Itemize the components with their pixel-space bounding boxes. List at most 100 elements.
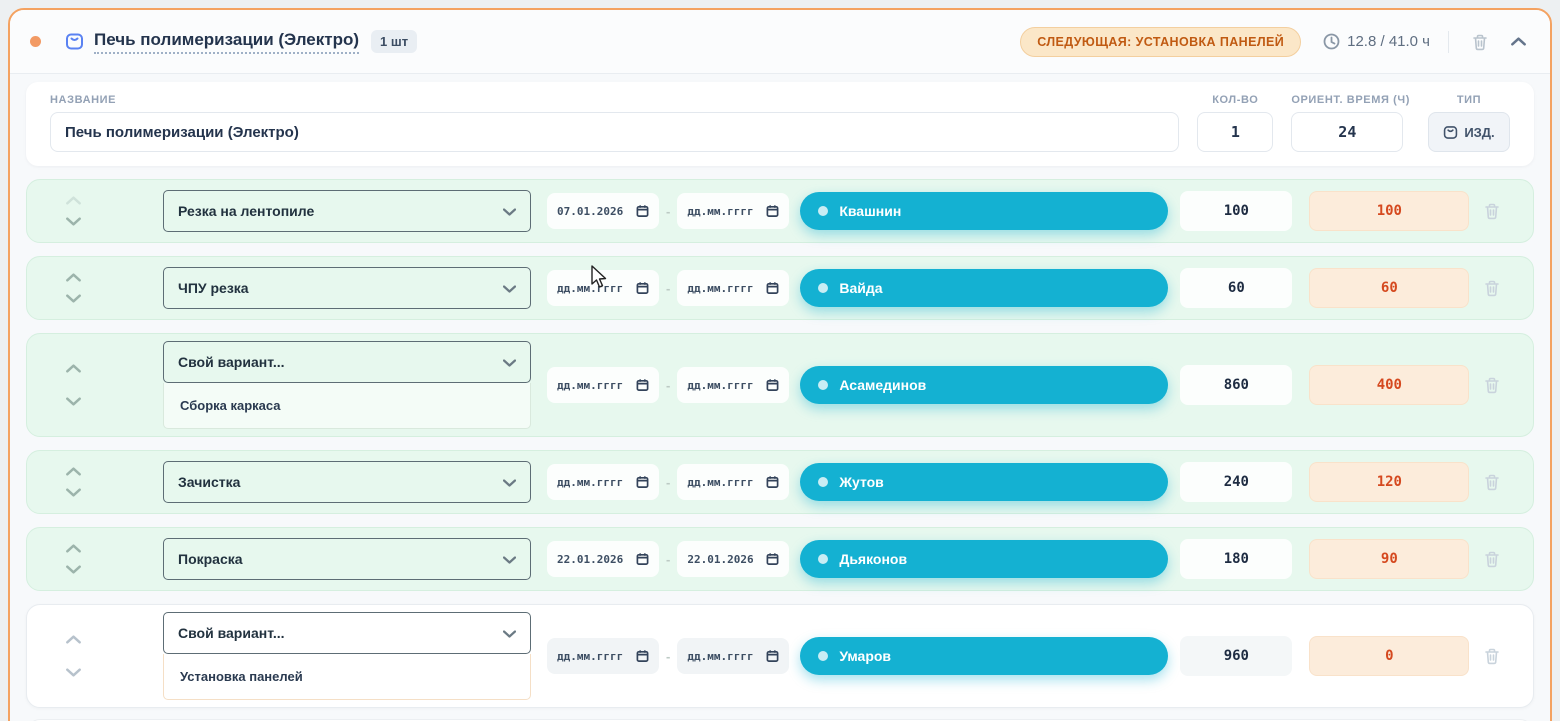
custom-operation-input[interactable]: Установка панелей [163,654,531,700]
name-label: НАЗВАНИЕ [50,94,117,106]
date-from-input[interactable]: дд.мм.гггг [547,367,659,403]
calendar-icon[interactable] [766,204,779,218]
time-value: 12.8 / 41.0 ч [1347,33,1430,50]
operation-row: Свой вариант... Сборка каркаса дд.мм.ггг… [26,333,1534,437]
worker-name: Квашнин [839,203,902,219]
date-to-input[interactable]: дд.мм.гггг [677,367,790,403]
calendar-icon[interactable] [636,281,649,295]
calendar-icon[interactable] [766,281,779,295]
chevron-down-icon [502,354,517,370]
calendar-icon[interactable] [766,378,779,392]
name-input[interactable] [50,112,1180,152]
quantity-badge: 1 шт [371,30,418,53]
delete-operation-button[interactable] [1479,275,1505,301]
operation-select[interactable]: Резка на лентопиле [163,190,531,232]
move-down-button[interactable] [65,565,81,574]
move-up-button[interactable] [65,635,81,644]
estimated-time-label: ОРИЕНТ. ВРЕМЯ (Ч) [1291,94,1410,106]
operation-qty-input[interactable]: 100 [1180,191,1293,231]
delete-operation-button[interactable] [1479,546,1505,572]
calendar-icon[interactable] [636,649,649,663]
item-title[interactable]: Печь полимеризации (Электро) [94,30,360,54]
move-down-button[interactable] [65,397,81,406]
operation-qty-input[interactable]: 860 [1180,365,1293,405]
date-from-input[interactable]: 07.01.2026 [547,193,659,229]
calendar-icon[interactable] [766,649,779,663]
date-range: дд.мм.гггг - дд.мм.гггг [547,270,790,306]
worker-select[interactable]: Дьяконов [800,540,1169,578]
operation-column: Свой вариант... Сборка каркаса [163,341,531,429]
move-down-button[interactable] [65,668,81,677]
type-button[interactable]: ИЗД. [1428,112,1510,152]
date-from-input[interactable]: дд.мм.гггг [547,464,659,500]
operation-select[interactable]: Покраска [163,538,531,580]
reorder-controls [53,635,93,677]
date-to-input[interactable]: дд.мм.гггг [677,638,790,674]
delete-operation-button[interactable] [1479,469,1505,495]
operation-column: Свой вариант... Установка панелей [163,612,531,700]
operation-plan-input[interactable]: 60 [1309,268,1470,308]
status-dot-icon [30,36,41,47]
product-icon [65,32,84,51]
worker-select[interactable]: Вайда [800,269,1169,307]
estimated-time-input[interactable] [1291,112,1404,152]
operation-select[interactable]: Свой вариант... [163,612,531,654]
qty-input[interactable] [1197,112,1274,152]
date-to-input[interactable]: дд.мм.гггг [677,464,790,500]
operation-qty-input[interactable]: 60 [1180,268,1293,308]
worker-status-dot-icon [818,283,829,293]
reorder-controls [53,544,93,574]
custom-operation-input[interactable]: Сборка каркаса [163,383,531,429]
operation-select[interactable]: ЧПУ резка [163,267,531,309]
calendar-icon[interactable] [636,475,649,489]
worker-select[interactable]: Жутов [800,463,1169,501]
date-to-input[interactable]: дд.мм.гггг [677,193,790,229]
worker-name: Вайда [839,280,883,296]
calendar-icon[interactable] [766,552,779,566]
delete-operation-button[interactable] [1479,372,1505,398]
operation-select-value: Свой вариант... [178,354,285,370]
date-to-input[interactable]: 22.01.2026 [677,541,790,577]
operation-qty-input[interactable]: 240 [1180,462,1293,502]
operation-select[interactable]: Зачистка [163,461,531,503]
date-range-dash: - [666,474,671,490]
operation-plan-input[interactable]: 400 [1309,365,1470,405]
operation-qty-input[interactable]: 180 [1180,539,1293,579]
date-range: дд.мм.гггг - дд.мм.гггг [547,464,790,500]
worker-status-dot-icon [818,651,829,661]
calendar-icon[interactable] [636,204,649,218]
date-to-input[interactable]: дд.мм.гггг [677,270,790,306]
collapse-panel-button[interactable] [1507,33,1530,50]
operation-select[interactable]: Свой вариант... [163,341,531,383]
worker-name: Асамединов [839,377,927,393]
delete-operation-button[interactable] [1479,198,1505,224]
move-up-button[interactable] [65,273,81,282]
operation-plan-input[interactable]: 120 [1309,462,1470,502]
qty-label: КОЛ-ВО [1212,94,1259,106]
move-down-button[interactable] [65,217,81,226]
operation-select-value: ЧПУ резка [178,280,249,296]
worker-select[interactable]: Квашнин [800,192,1169,230]
trash-icon [1485,551,1499,568]
date-from-input[interactable]: дд.мм.гггг [547,270,659,306]
move-up-button[interactable] [65,196,81,205]
operation-plan-input[interactable]: 100 [1309,191,1470,231]
time-summary: 12.8 / 41.0 ч [1323,33,1430,50]
move-down-button[interactable] [65,488,81,497]
operation-plan-input[interactable]: 0 [1309,636,1470,676]
delete-operation-button[interactable] [1479,643,1505,669]
operation-qty-input[interactable]: 960 [1180,636,1293,676]
move-up-button[interactable] [65,467,81,476]
move-down-button[interactable] [65,294,81,303]
operation-plan-input[interactable]: 90 [1309,539,1470,579]
move-up-button[interactable] [65,544,81,553]
worker-select[interactable]: Асамединов [800,366,1169,404]
date-from-input[interactable]: 22.01.2026 [547,541,659,577]
move-up-button[interactable] [65,364,81,373]
date-from-input[interactable]: дд.мм.гггг [547,638,659,674]
delete-item-button[interactable] [1467,29,1493,55]
calendar-icon[interactable] [636,552,649,566]
calendar-icon[interactable] [636,378,649,392]
worker-select[interactable]: Умаров [800,637,1169,675]
calendar-icon[interactable] [766,475,779,489]
